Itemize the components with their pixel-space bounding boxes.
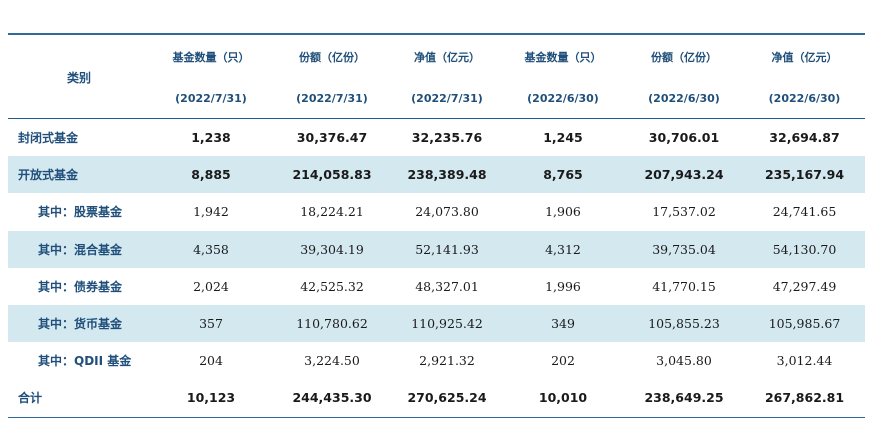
- table-cell: 30,376.47: [296, 130, 368, 146]
- column-header-date: (2022/7/31): [392, 78, 502, 119]
- column-header-date: (2022/6/30): [744, 78, 865, 119]
- table-cell: 110,780.62: [272, 304, 392, 343]
- table-cell: 1,942: [193, 204, 229, 220]
- column-header-date: (2022/7/31): [150, 78, 272, 119]
- table-cell: 1,906: [545, 204, 581, 220]
- row-label: 其中：债券基金: [38, 279, 123, 294]
- table-cell: 110,925.42: [392, 304, 502, 343]
- table-cell: 30,706.01: [648, 130, 720, 146]
- table-cell: 3,012.44: [776, 353, 833, 369]
- row-label: 其中：QDII 基金: [38, 354, 132, 369]
- table-cell: 3,224.50: [304, 353, 360, 369]
- fund-statistics-table-wrapper: 类别 基金数量（只） 份额（亿份） 净值（亿元） 基金数量（只） 份额（亿份） …: [8, 33, 865, 418]
- column-header-title: 基金数量（只）: [150, 33, 272, 78]
- table-body: 封闭式基金 1,238 30,376.47 32,235.76 1,245 30…: [8, 119, 865, 418]
- table-row-qdii-funds: 其中：QDII 基金 204 3,224.50 2,921.32 202 3,0…: [8, 342, 865, 379]
- table-cell: 32,235.76: [411, 130, 483, 146]
- table-row-bond-funds: 其中：债券基金 2,024 42,525.32 48,327.01 1,996 …: [8, 268, 865, 305]
- category-header: 类别: [8, 33, 150, 119]
- table-cell: 238,389.48: [392, 156, 502, 194]
- table-cell: 3,045.80: [656, 353, 712, 369]
- table-cell: 105,985.67: [744, 304, 865, 343]
- table-cell: 10,123: [150, 379, 272, 418]
- table-cell: 4,358: [150, 230, 272, 268]
- table-cell: 1,996: [545, 278, 581, 294]
- table-cell: 1,245: [543, 130, 583, 146]
- row-label: 其中：股票基金: [38, 205, 123, 220]
- table-row-total: 合计 10,123 244,435.30 270,625.24 10,010 2…: [8, 379, 865, 418]
- table-cell: 10,010: [502, 379, 624, 418]
- column-header-date: (2022/6/30): [502, 78, 624, 119]
- table-cell: 39,304.19: [272, 230, 392, 268]
- header-row-titles: 类别 基金数量（只） 份额（亿份） 净值（亿元） 基金数量（只） 份额（亿份） …: [8, 33, 865, 119]
- table-cell: 204: [199, 353, 223, 369]
- table-cell: 357: [150, 304, 272, 343]
- table-cell: 2,921.32: [419, 353, 475, 369]
- table-cell: 214,058.83: [272, 156, 392, 194]
- table-cell: 52,141.93: [392, 230, 502, 268]
- row-label: 其中：货币基金: [8, 304, 150, 343]
- column-header-title: 份额（亿份）: [272, 33, 392, 78]
- table-cell: 48,327.01: [415, 278, 479, 294]
- row-label: 合计: [8, 379, 150, 418]
- table-cell: 244,435.30: [272, 379, 392, 418]
- table-cell: 4,312: [502, 230, 624, 268]
- table-cell: 24,073.80: [415, 204, 479, 220]
- table-cell: 349: [502, 304, 624, 343]
- table-cell: 18,224.21: [300, 204, 364, 220]
- header-row-dates: (2022/7/31) (2022/7/31) (2022/7/31) (202…: [8, 78, 865, 119]
- table-row-equity-funds: 其中：股票基金 1,942 18,224.21 24,073.80 1,906 …: [8, 193, 865, 230]
- column-header-title: 净值（亿元）: [744, 33, 865, 78]
- table-cell: 267,862.81: [744, 379, 865, 418]
- table-cell: 238,649.25: [624, 379, 744, 418]
- column-header-date: (2022/6/30): [624, 78, 744, 119]
- table-cell: 1,238: [191, 130, 231, 146]
- table-cell: 8,885: [150, 156, 272, 194]
- table-cell: 207,943.24: [624, 156, 744, 194]
- row-label: 其中：混合基金: [8, 230, 150, 268]
- table-cell: 8,765: [502, 156, 624, 194]
- column-header-title: 基金数量（只）: [502, 33, 624, 78]
- row-label: 开放式基金: [8, 156, 150, 194]
- fund-statistics-table: 类别 基金数量（只） 份额（亿份） 净值（亿元） 基金数量（只） 份额（亿份） …: [8, 33, 865, 418]
- column-header-title: 净值（亿元）: [392, 33, 502, 78]
- table-row-money-market-funds: 其中：货币基金 357 110,780.62 110,925.42 349 10…: [8, 304, 865, 343]
- table-cell: 32,694.87: [769, 130, 840, 146]
- table-row-open-end-funds: 开放式基金 8,885 214,058.83 238,389.48 8,765 …: [8, 156, 865, 194]
- table-cell: 235,167.94: [744, 156, 865, 194]
- table-cell: 105,855.23: [624, 304, 744, 343]
- table-cell: 24,741.65: [772, 204, 837, 220]
- table-row-closed-end-funds: 封闭式基金 1,238 30,376.47 32,235.76 1,245 30…: [8, 119, 865, 157]
- table-cell: 17,537.02: [652, 204, 716, 220]
- table-cell: 41,770.15: [652, 278, 716, 294]
- table-cell: 54,130.70: [744, 230, 865, 268]
- column-header-date: (2022/7/31): [272, 78, 392, 119]
- table-cell: 2,024: [193, 278, 229, 294]
- table-cell: 202: [551, 353, 575, 369]
- table-cell: 270,625.24: [392, 379, 502, 418]
- table-cell: 39,735.04: [624, 230, 744, 268]
- table-cell: 42,525.32: [300, 278, 364, 294]
- table-cell: 47,297.49: [772, 278, 837, 294]
- table-row-hybrid-funds: 其中：混合基金 4,358 39,304.19 52,141.93 4,312 …: [8, 230, 865, 268]
- column-header-title: 份额（亿份）: [624, 33, 744, 78]
- table-header: 类别 基金数量（只） 份额（亿份） 净值（亿元） 基金数量（只） 份额（亿份） …: [8, 33, 865, 119]
- row-label: 封闭式基金: [18, 131, 79, 146]
